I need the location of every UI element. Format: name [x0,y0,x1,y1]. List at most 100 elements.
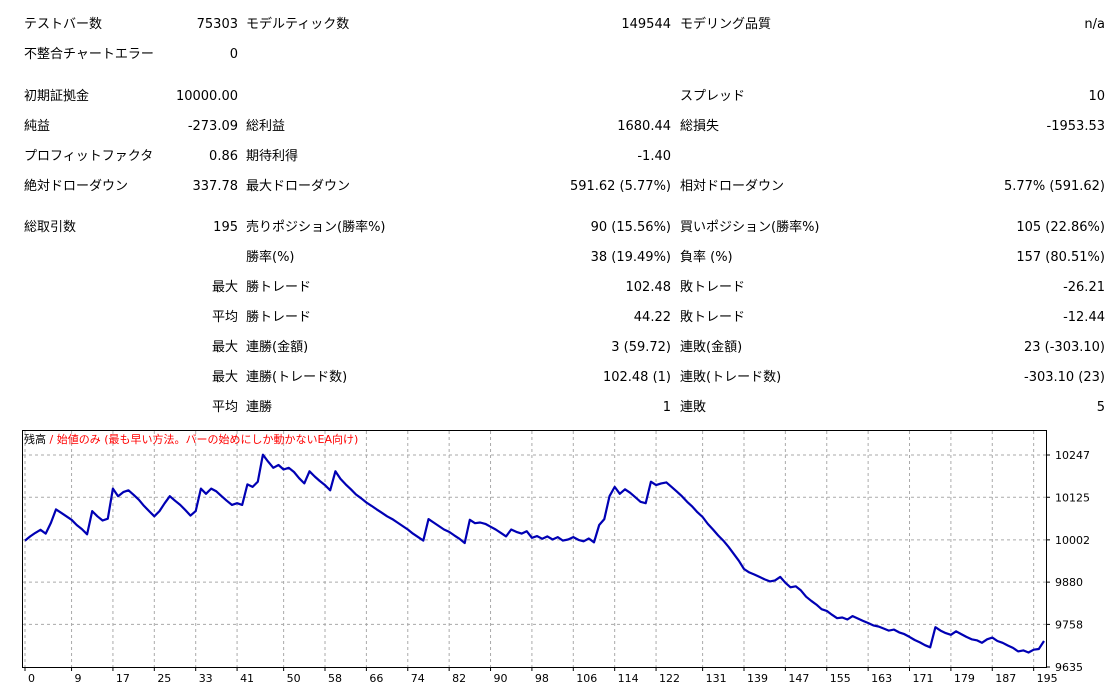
x-tick-label: 58 [328,672,342,685]
x-tick-label: 98 [535,672,549,685]
expected-payoff-label: 期待利得 [246,149,299,164]
x-tick-label: 171 [913,672,934,685]
abs-drawdown-value: 337.78 [192,179,239,194]
x-tick-label: 195 [1037,672,1058,685]
modelling-quality-value: n/a [1084,17,1105,32]
loss-rate-label: 負率 (%) [680,250,733,265]
x-tick-label: 163 [871,672,892,685]
short-positions-label: 売りポジション(勝率%) [246,220,386,235]
gross-loss-label: 総損失 [680,119,720,134]
spread-label: スプレッド [680,89,746,104]
ticks-modelled-label: モデルティック数 [246,17,350,32]
max-drawdown-label: 最大ドローダウン [246,179,351,194]
avg-consec-losses-value: 5 [1096,400,1105,415]
win-rate-value: 38 (19.49%) [590,250,671,265]
x-tick-label: 122 [659,672,680,685]
net-profit-label: 純益 [24,119,51,134]
balance-chart-frame [22,430,1047,668]
bars-tested-value: 75303 [196,17,238,32]
x-tick-label: 106 [576,672,597,685]
max-prefix-1: 最大 [211,280,238,295]
x-tick-label: 17 [116,672,130,685]
x-tick-label: 41 [240,672,254,685]
avg-consec-wins-value: 1 [662,400,671,415]
avg-win-value: 44.22 [633,310,671,325]
total-trades-value: 195 [213,220,238,235]
loss-rate-value: 157 (80.51%) [1016,250,1105,265]
x-tick-label: 74 [411,672,425,685]
x-tick-label: 50 [287,672,301,685]
x-tick-label: 114 [618,672,639,685]
abs-drawdown-label: 絶対ドローダウン [24,179,129,194]
gross-loss-value: -1953.53 [1046,119,1105,134]
avg-consec-wins-label: 連勝 [246,400,273,415]
mismatched-errors-value: 0 [229,47,238,62]
avg-consec-losses-label: 連敗 [680,400,707,415]
short-positions-value: 90 (15.56%) [590,220,671,235]
max-consec-loss-value: -303.10 (23) [1024,370,1105,385]
y-tick-label: 10002 [1055,534,1090,547]
largest-win-label: 勝トレード [246,280,312,295]
spread-value: 10 [1088,89,1105,104]
y-tick-label: 9758 [1055,618,1083,631]
largest-loss-value: -26.21 [1063,280,1105,295]
gross-profit-value: 1680.44 [617,119,671,134]
x-tick-label: 33 [199,672,213,685]
profit-factor-label: プロフィットファクタ [24,149,154,164]
y-tick-label: 10247 [1055,449,1090,462]
x-tick-label: 0 [28,672,35,685]
max-consec-losses-value: 23 (-303.10) [1024,340,1105,355]
x-tick-label: 90 [494,672,508,685]
initial-deposit-value: 10000.00 [175,89,238,104]
x-tick-label: 155 [830,672,851,685]
chart-series-label: 残高 [24,433,46,446]
win-rate-label: 勝率(%) [246,250,295,265]
mismatched-errors-label: 不整合チャートエラー [24,47,154,62]
largest-loss-label: 敗トレード [680,280,746,295]
x-tick-label: 139 [747,672,768,685]
x-tick-label: 82 [452,672,466,685]
x-tick-label: 147 [788,672,809,685]
y-tick-label: 10125 [1055,491,1090,504]
long-positions-label: 買いポジション(勝率%) [680,220,820,235]
max-drawdown-value: 591.62 (5.77%) [569,179,671,194]
net-profit-value: -273.09 [187,119,238,134]
chart-model-note: 始値のみ (最も早い方法。バーの始めにしか動かないEA向け) [56,433,359,446]
y-tick-label: 9635 [1055,661,1083,674]
initial-deposit-label: 初期証拠金 [24,89,90,104]
x-tick-label: 25 [157,672,171,685]
max-consec-profit-value: 102.48 (1) [602,370,671,385]
total-trades-label: 総取引数 [24,220,77,235]
modelling-quality-label: モデリング品質 [680,17,772,32]
max-consec-loss-label: 連敗(トレード数) [680,370,782,385]
chart-separator: / [46,433,57,446]
expected-payoff-value: -1.40 [637,149,671,164]
max-consec-wins-value: 3 (59.72) [611,340,671,355]
rel-drawdown-label: 相対ドローダウン [680,179,785,194]
balance-line [24,453,1045,654]
rel-drawdown-value: 5.77% (591.62) [1003,179,1105,194]
chart-header: 残高 / 始値のみ (最も早い方法。バーの始めにしか動かないEA向け) [24,433,358,447]
x-tick-label: 131 [706,672,727,685]
max-consec-losses-label: 連敗(金額) [680,340,743,355]
max-consec-profit-label: 連勝(トレード数) [246,370,348,385]
largest-win-value: 102.48 [625,280,672,295]
x-tick-label: 9 [75,672,82,685]
avg-loss-value: -12.44 [1063,310,1105,325]
x-tick-label: 187 [995,672,1016,685]
gross-profit-label: 総利益 [246,119,286,134]
avg-prefix-1: 平均 [211,310,238,325]
x-tick-label: 179 [954,672,975,685]
max-prefix-2: 最大 [211,340,238,355]
bars-tested-label: テストバー数 [24,17,103,32]
avg-prefix-2: 平均 [211,400,238,415]
y-tick-label: 9880 [1055,576,1083,589]
max-consec-wins-label: 連勝(金額) [246,340,309,355]
x-tick-label: 66 [369,672,383,685]
long-positions-value: 105 (22.86%) [1016,220,1105,235]
ticks-modelled-value: 149544 [621,17,671,32]
profit-factor-value: 0.86 [209,149,238,164]
avg-win-label: 勝トレード [246,310,312,325]
max-prefix-3: 最大 [211,370,238,385]
